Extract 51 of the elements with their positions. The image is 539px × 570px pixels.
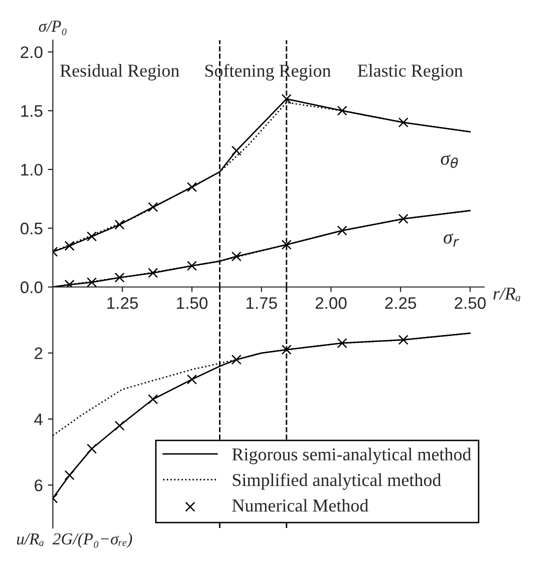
annotation: σ$_{r}$ [444, 233, 460, 247]
point [186, 260, 197, 271]
point [86, 444, 97, 454]
point [86, 231, 97, 242]
point [337, 106, 348, 116]
point [186, 182, 197, 192]
y-tick-label: 1.0 [21, 164, 42, 176]
legend-label: Rigorous semi-analytical method [232, 448, 472, 464]
y-tick-label: 0.5 [20, 222, 42, 234]
point [281, 240, 292, 250]
y-tick-label: 1.5 [21, 105, 42, 117]
point [186, 374, 197, 384]
point [64, 240, 75, 251]
point [231, 354, 242, 365]
legend-label: Numerical Method [232, 498, 368, 512]
annotation: σ$_{θ}$ [440, 154, 458, 168]
legend-label: Simplified analytical method [232, 473, 442, 490]
x-tick-label: 1.50 [176, 297, 208, 309]
point [148, 202, 158, 212]
y-tick-label: 2 [34, 347, 42, 360]
x-tick-label: 2.00 [316, 297, 347, 309]
point [337, 226, 348, 236]
annotation: Elastic Region [358, 64, 463, 80]
point [64, 470, 75, 480]
x-tick-label: 1.75 [246, 297, 277, 309]
point [337, 338, 348, 348]
point [398, 334, 408, 345]
x-tick-label: 2.50 [454, 297, 486, 309]
x-tick-label: 1.25 [107, 297, 138, 309]
y-tick-label: 2.0 [20, 46, 42, 58]
point [281, 94, 292, 104]
point [231, 146, 242, 156]
y-axis-title: σ/P₀ [38, 20, 67, 36]
x-tick-label: 2.25 [385, 297, 416, 309]
point [114, 420, 125, 431]
point [398, 214, 408, 224]
point [398, 117, 408, 128]
y-tick-label: 4 [34, 414, 43, 426]
x-axis-title: r/Rₐ [493, 288, 520, 302]
y-axis-title: u/Rₐ 2G/(P₀−σᵣₑ) [17, 532, 132, 548]
point [231, 251, 242, 262]
point [114, 272, 125, 283]
annotation: Softening Region [205, 64, 331, 81]
y-tick-label: 6 [34, 479, 42, 492]
point [281, 344, 292, 355]
point [114, 220, 125, 230]
point [148, 394, 158, 404]
point [86, 277, 97, 287]
annotation: Residual Region [60, 64, 180, 80]
point [148, 268, 158, 278]
y-tick-label: 0.0 [20, 281, 42, 294]
